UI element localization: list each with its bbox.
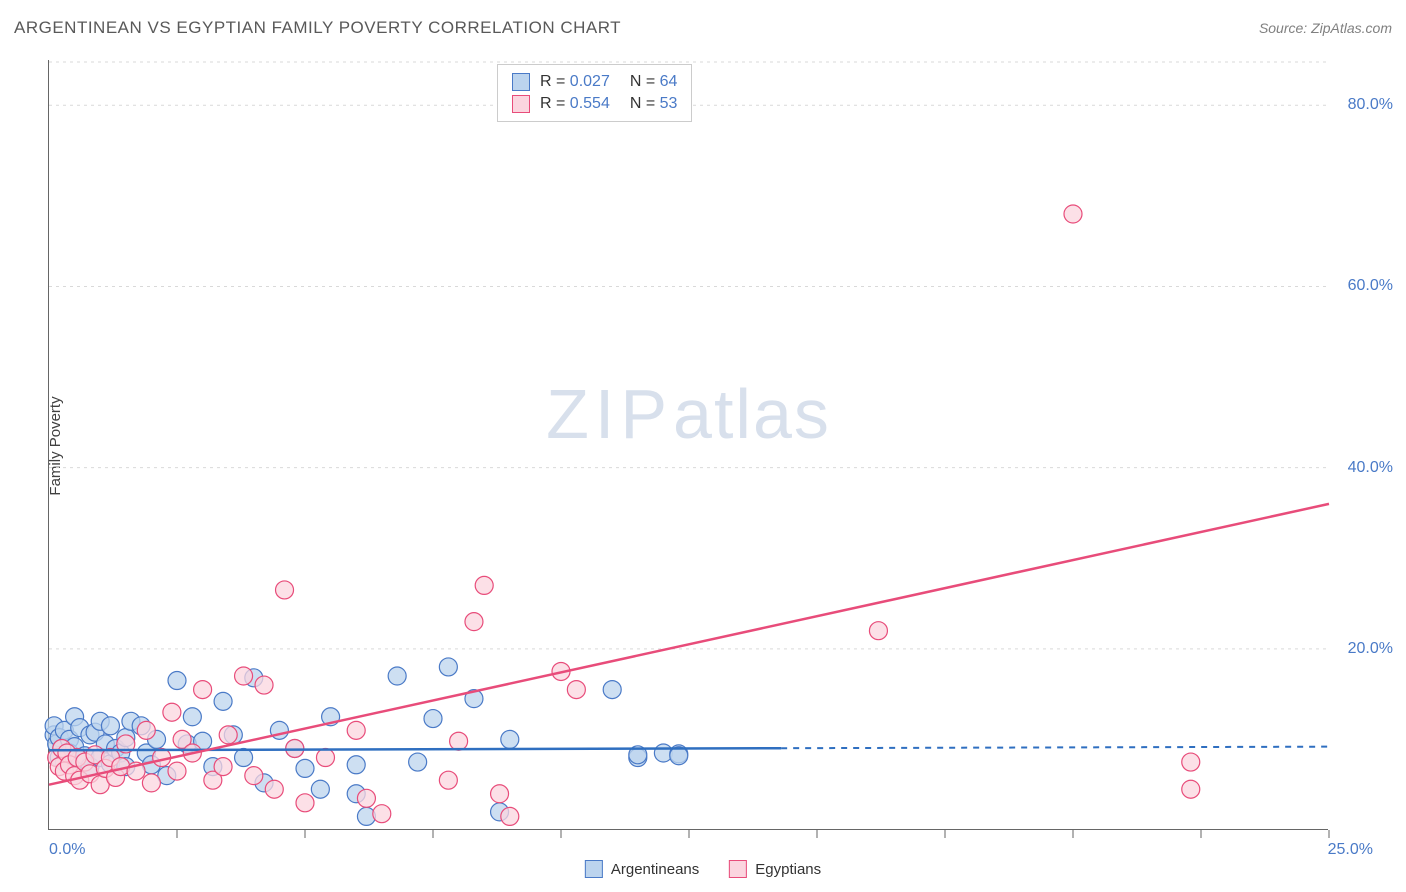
legend-row: R = 0.554 N = 53	[512, 93, 677, 115]
legend-swatch	[512, 73, 530, 91]
r-label: R = 0.027	[540, 73, 610, 91]
legend-swatch	[512, 95, 530, 113]
legend-row: R = 0.027 N = 64	[512, 71, 677, 93]
n-label: N = 53	[630, 95, 678, 113]
legend-item: Argentineans	[585, 860, 699, 878]
legend-item: Egyptians	[729, 860, 821, 878]
n-label: N = 64	[630, 73, 678, 91]
y-tick-label: 20.0%	[1348, 640, 1393, 658]
scatter-plot: ZIPatlas R = 0.027N = 64R = 0.554N = 53 …	[48, 60, 1328, 830]
correlation-legend: R = 0.027 N = 64 R = 0.554 N = 53	[497, 64, 692, 122]
source-attribution: Source: ZipAtlas.com	[1259, 20, 1392, 36]
r-label: R = 0.554	[540, 95, 610, 113]
x-axis-start-label: 0.0%	[49, 841, 85, 859]
y-tick-label: 40.0%	[1348, 459, 1393, 477]
legend-label: Egyptians	[755, 861, 821, 878]
y-tick-label: 60.0%	[1348, 277, 1393, 295]
x-axis-end-label: 25.0%	[1328, 841, 1373, 859]
y-tick-label: 80.0%	[1348, 96, 1393, 114]
legend-label: Argentineans	[611, 861, 699, 878]
header: ARGENTINEAN VS EGYPTIAN FAMILY POVERTY C…	[14, 18, 1392, 38]
plot-svg	[49, 60, 1328, 829]
series-legend: Argentineans Egyptians	[585, 860, 821, 878]
legend-swatch	[585, 860, 603, 878]
legend-swatch	[729, 860, 747, 878]
chart-title: ARGENTINEAN VS EGYPTIAN FAMILY POVERTY C…	[14, 18, 621, 38]
